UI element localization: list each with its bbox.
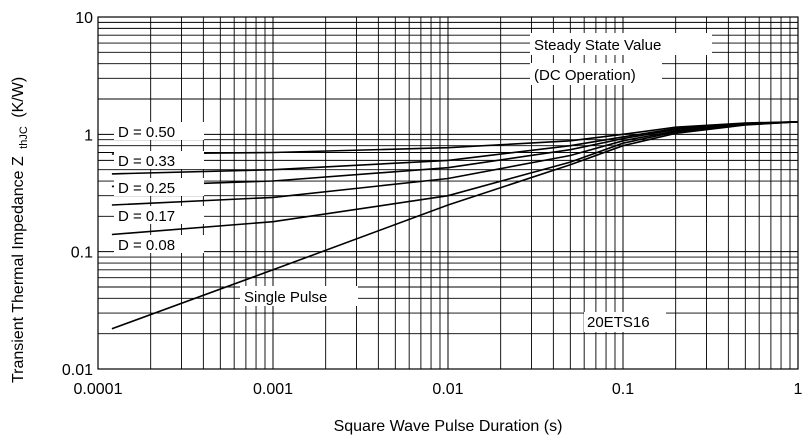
label-d-017: D = 0.17: [118, 208, 175, 225]
dc-operation-label: (DC Operation): [534, 67, 636, 84]
steady-state-label: Steady State Value: [534, 37, 661, 54]
curve-labels: D = 0.50 D = 0.33 D = 0.25 D = 0.17 D = …: [114, 33, 712, 332]
x-tick-label-0: 0.0001: [74, 381, 123, 398]
y-axis-label: Transient Thermal Impedance Z thJC (K/W): [10, 77, 31, 383]
curves: [111, 121, 799, 330]
label-single-pulse: Single Pulse: [244, 289, 327, 306]
x-tick-label-4: 1: [794, 381, 803, 398]
x-axis-label: Square Wave Pulse Duration (s): [334, 418, 563, 435]
label-d-033: D = 0.33: [118, 153, 175, 170]
tick-labels: 0.0001 0.001 0.01 0.1 1 0.01 0.1 1 10: [62, 10, 803, 398]
y-axis-label-main: Transient Thermal Impedance Z: [10, 156, 27, 383]
series-line-4: [111, 121, 799, 236]
y-axis-label-sub: thJC: [18, 126, 30, 149]
y-axis-label-unit: (K/W): [10, 77, 27, 118]
x-tick-label-2: 0.01: [432, 381, 463, 398]
y-tick-label-0: 0.01: [62, 362, 93, 379]
y-tick-label-1: 0.1: [71, 245, 93, 262]
y-tick-label-3: 10: [75, 10, 93, 27]
label-d-050: D = 0.50: [118, 124, 175, 141]
svg-text:Transient Thermal Impedance Z: Transient Thermal Impedance Z thJC (K/W): [10, 77, 31, 383]
plot-frame: [97, 16, 799, 370]
x-tick-label-1: 0.001: [253, 381, 293, 398]
label-d-025: D = 0.25: [118, 180, 175, 197]
label-d-008: D = 0.08: [118, 237, 175, 254]
x-tick-label-3: 0.1: [612, 381, 634, 398]
y-tick-label-2: 1: [84, 127, 93, 144]
part-number-label: 20ETS16: [587, 314, 650, 331]
series-line-5: [111, 121, 799, 330]
